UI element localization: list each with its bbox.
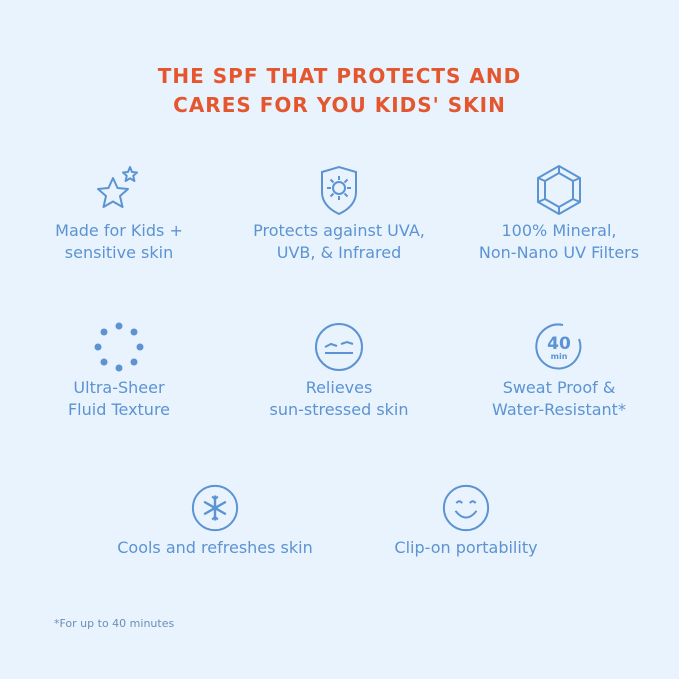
feature-label: UVB, & Infrared	[276, 243, 402, 262]
feature-label: Sweat Proof &	[502, 378, 616, 397]
timer-number: 40	[547, 334, 571, 354]
sun-shield-icon	[321, 165, 357, 216]
title-line-1: THE SPF THAT PROTECTS AND	[157, 64, 522, 88]
smiley-icon	[442, 484, 490, 532]
footnote: *For up to 40 minutes	[54, 617, 175, 630]
feature-made-for-kids: Made for Kids + sensitive skin	[9, 164, 229, 264]
title-line-2: CARES FOR YOU KIDS' SKIN	[173, 93, 506, 117]
timer-unit: min	[551, 352, 568, 361]
stars-icon	[97, 166, 138, 208]
feature-label: Cools and refreshes skin	[117, 538, 313, 557]
feature-cooling: Cools and refreshes skin	[105, 483, 325, 559]
timer-40-icon: 40 min	[535, 323, 582, 370]
skin-wave-icon	[315, 323, 363, 371]
feature-label: Water-Resistant*	[492, 400, 626, 419]
snowflake-icon	[191, 484, 239, 532]
feature-label: Protects against UVA,	[253, 221, 425, 240]
dots-circle-icon	[94, 322, 144, 372]
feature-clip-on: Clip-on portability	[356, 483, 576, 559]
gem-icon	[537, 165, 581, 215]
feature-label: Relieves	[305, 378, 373, 397]
feature-label: Ultra-Sheer	[73, 378, 165, 397]
feature-label: 100% Mineral,	[501, 221, 617, 240]
feature-label: Clip-on portability	[394, 538, 538, 557]
feature-label: sensitive skin	[64, 243, 174, 262]
feature-label: Non-Nano UV Filters	[478, 243, 640, 262]
feature-label: Fluid Texture	[67, 400, 171, 419]
feature-uv-protection: Protects against UVA, UVB, & Infrared	[229, 164, 449, 264]
feature-mineral-filters: 100% Mineral, Non-Nano UV Filters	[449, 164, 669, 264]
feature-label: sun-stressed skin	[269, 400, 409, 419]
feature-ultra-sheer: Ultra-Sheer Fluid Texture	[9, 321, 229, 421]
page-title: THE SPF THAT PROTECTS AND CARES FOR YOU …	[0, 62, 679, 120]
feature-relieves-skin: Relieves sun-stressed skin	[229, 321, 449, 421]
feature-label: Made for Kids +	[55, 221, 183, 240]
feature-water-resistant: 40 min Sweat Proof & Water-Resistant*	[449, 321, 669, 421]
